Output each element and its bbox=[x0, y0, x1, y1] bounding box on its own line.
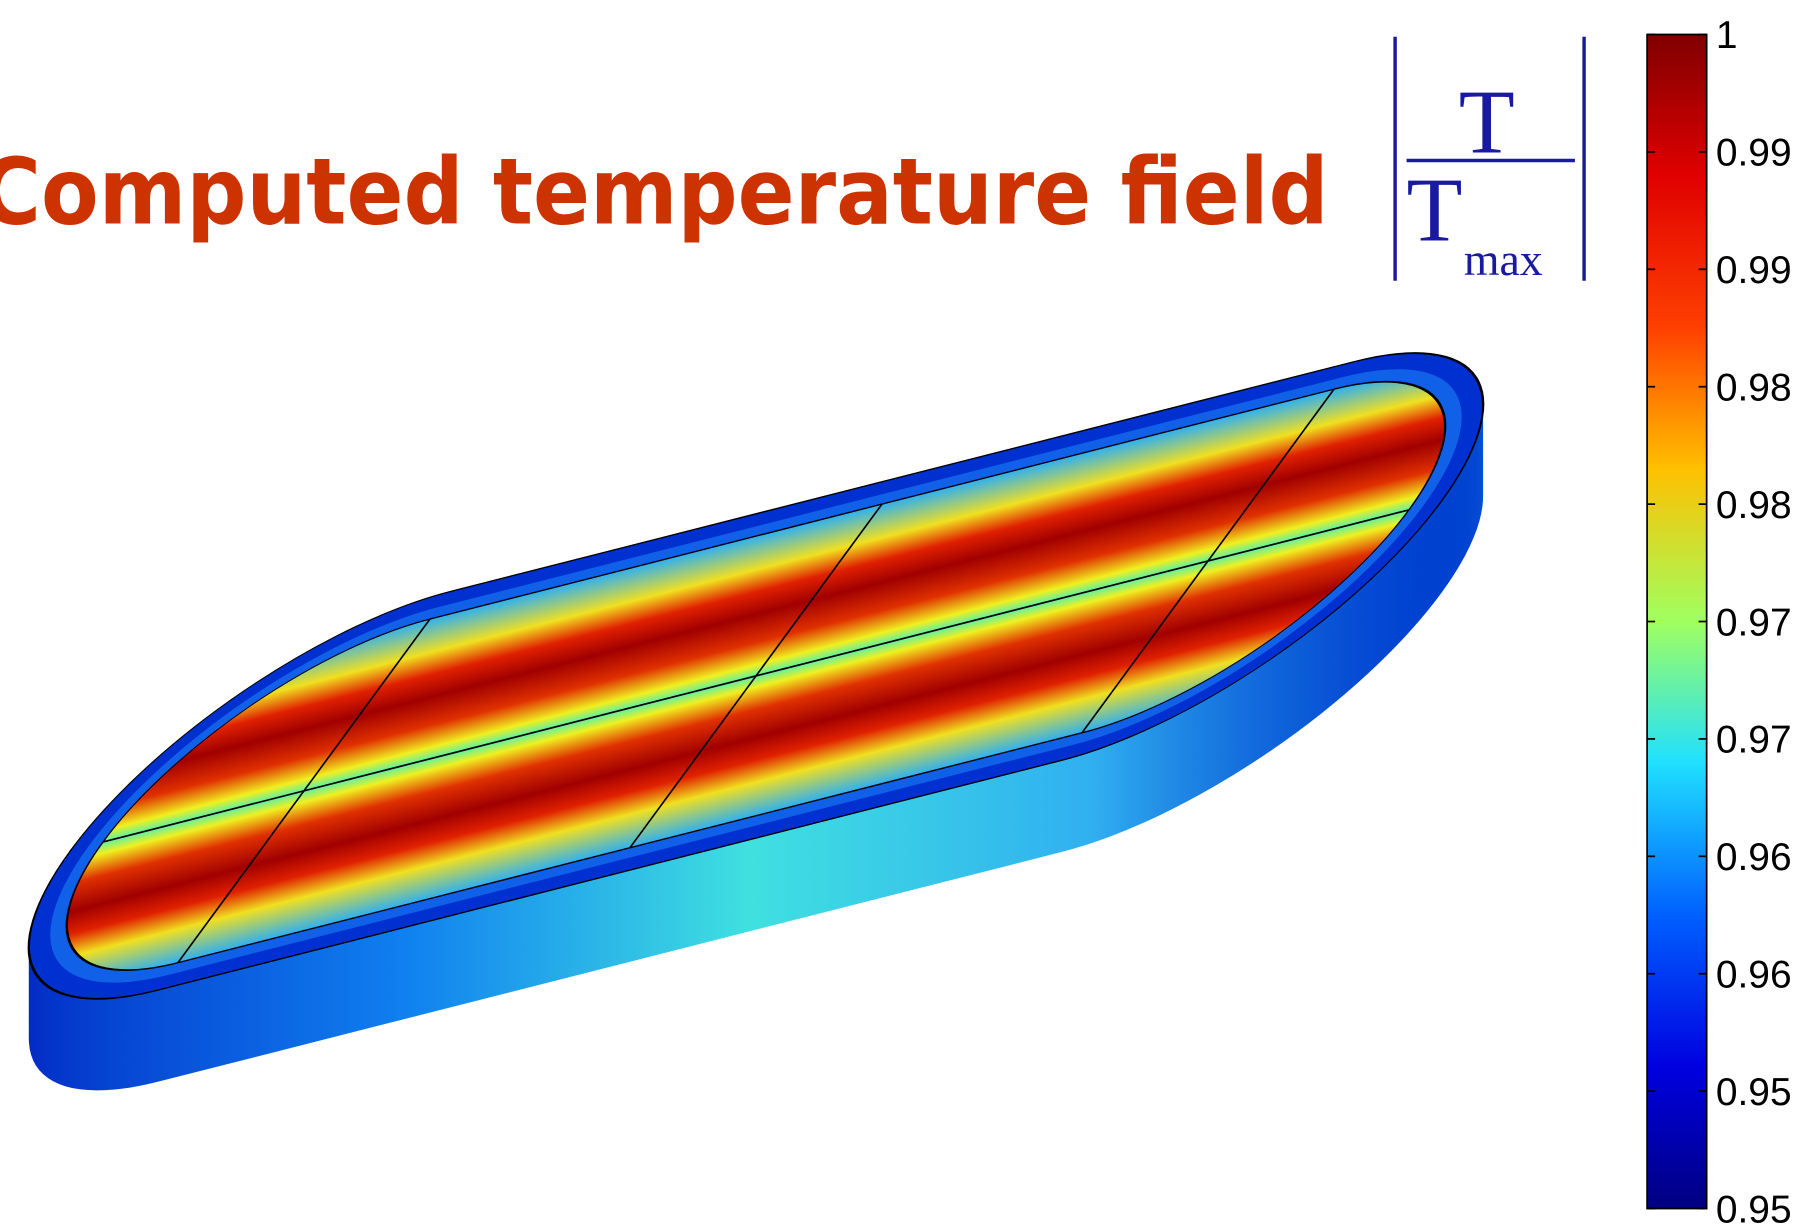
colorbar-tick-label: 0.98 bbox=[1716, 366, 1792, 409]
colorbar-tick-label: 0.95 bbox=[1716, 1071, 1792, 1114]
colorbar-tick-label: 0.99 bbox=[1716, 249, 1792, 292]
colorbar-tick-label: 0.96 bbox=[1716, 836, 1792, 879]
colorbar-tick-label: 0.95 bbox=[1716, 1188, 1792, 1227]
numerator: T bbox=[1459, 70, 1515, 172]
colorbar bbox=[1647, 34, 1707, 1208]
figure: Computed temperature field T T max 1 0.99… bbox=[0, 0, 1796, 1227]
colorbar-tick-label: 0.97 bbox=[1716, 601, 1792, 644]
colorbar-tick-label: 0.96 bbox=[1716, 953, 1792, 996]
colorbar-tick-label: 0.98 bbox=[1716, 484, 1792, 527]
subscript: max bbox=[1464, 234, 1543, 285]
colorbar-tick-label: 0.99 bbox=[1716, 132, 1792, 175]
denominator: T bbox=[1407, 159, 1463, 261]
normalized-temperature-label: T T max bbox=[1395, 37, 1584, 285]
colorbar-tick-label: 0.97 bbox=[1716, 719, 1792, 762]
temperature-field-render bbox=[0, 281, 1670, 1162]
colorbar-tick-label: 1 bbox=[1716, 14, 1738, 57]
title: Computed temperature field bbox=[0, 138, 1329, 245]
